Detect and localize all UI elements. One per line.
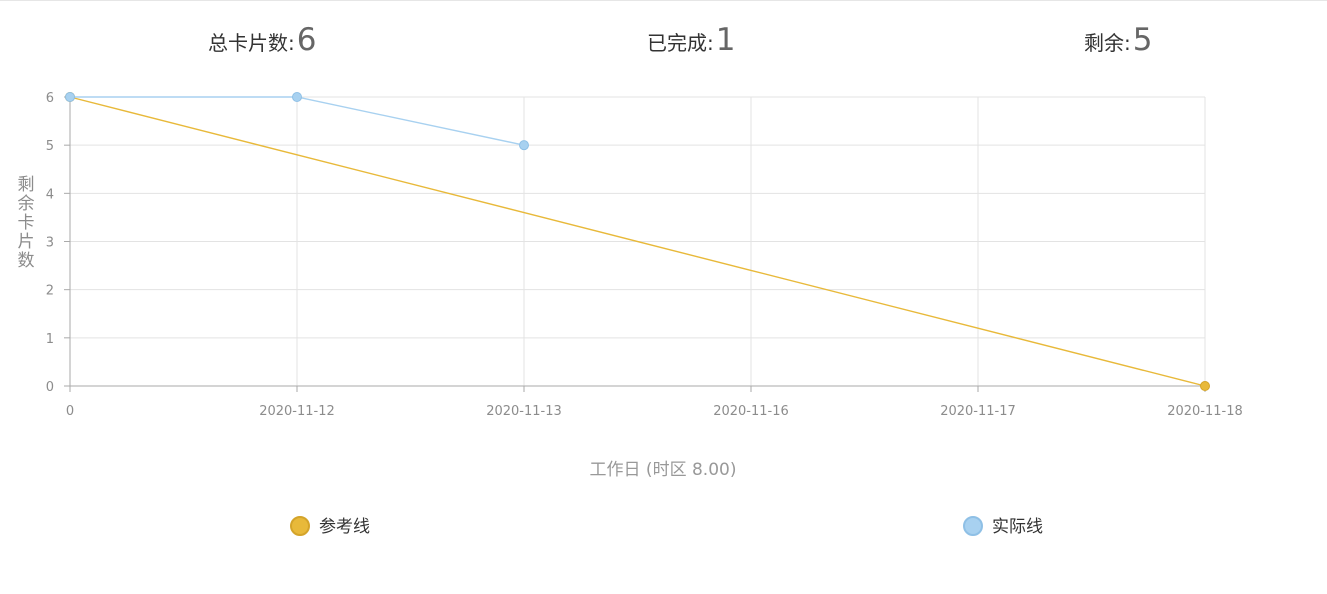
y-tick-label: 3 bbox=[46, 236, 54, 251]
y-tick-label: 4 bbox=[46, 187, 54, 202]
x-axis-label: 工作日 (时区 8.00) bbox=[590, 460, 737, 480]
legend-label-1: 参考线 bbox=[319, 517, 370, 537]
x-tick-label: 2020-11-18 bbox=[1167, 404, 1243, 419]
top-border bbox=[0, 0, 1327, 1]
x-tick-label: 2020-11-13 bbox=[486, 404, 562, 419]
legend-marker-1 bbox=[290, 516, 310, 536]
series-point-2 bbox=[292, 92, 302, 102]
series-line-1 bbox=[69, 96, 1206, 387]
y-tick-label: 1 bbox=[46, 332, 54, 347]
y-axis-label: 剩余卡片数 bbox=[18, 175, 35, 271]
stat-remaining-label: 剩余: bbox=[1084, 31, 1131, 55]
stat-done-value: 1 bbox=[715, 22, 736, 58]
y-tick-label: 6 bbox=[46, 91, 54, 106]
series-point-2 bbox=[519, 140, 529, 151]
x-tick-label: 2020-11-16 bbox=[713, 404, 789, 419]
stat-total-cards: 总卡片数:6 bbox=[208, 22, 316, 58]
series-point-1 bbox=[1200, 381, 1210, 391]
stat-total-value: 6 bbox=[296, 22, 317, 58]
series-point-2 bbox=[65, 92, 75, 102]
stat-done-label: 已完成: bbox=[647, 31, 714, 55]
stat-remaining: 剩余:5 bbox=[1084, 22, 1152, 58]
y-tick-label: 5 bbox=[46, 139, 54, 154]
legend-label-2: 实际线 bbox=[992, 517, 1043, 537]
stat-completed: 已完成:1 bbox=[647, 22, 735, 58]
x-tick-label: 2020-11-17 bbox=[940, 404, 1016, 419]
stat-total-label: 总卡片数: bbox=[208, 31, 295, 55]
x-tick-label: 0 bbox=[66, 404, 74, 419]
legend-marker-2 bbox=[963, 516, 983, 536]
x-tick-label: 2020-11-12 bbox=[259, 404, 335, 419]
y-tick-label: 0 bbox=[46, 380, 54, 395]
stat-remaining-value: 5 bbox=[1132, 22, 1153, 58]
y-tick-label: 2 bbox=[46, 284, 54, 299]
